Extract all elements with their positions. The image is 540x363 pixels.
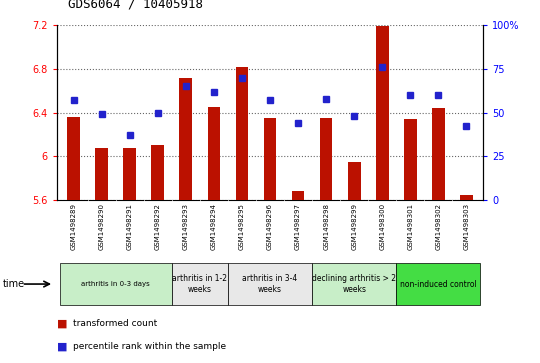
Text: non-induced control: non-induced control — [400, 280, 477, 289]
Text: percentile rank within the sample: percentile rank within the sample — [73, 342, 226, 351]
Bar — [264, 118, 276, 200]
Text: GSM1498291: GSM1498291 — [127, 203, 133, 250]
Text: ■: ■ — [57, 342, 67, 352]
Text: ■: ■ — [57, 319, 67, 329]
Bar — [67, 117, 80, 200]
Text: GSM1498294: GSM1498294 — [211, 203, 217, 250]
Bar — [432, 108, 445, 200]
Bar — [404, 119, 417, 200]
Text: GSM1498293: GSM1498293 — [183, 203, 189, 250]
Text: arthritis in 1-2
weeks: arthritis in 1-2 weeks — [172, 274, 227, 294]
Bar — [207, 107, 220, 200]
Text: GSM1498302: GSM1498302 — [435, 203, 441, 250]
Text: GSM1498301: GSM1498301 — [407, 203, 413, 250]
Text: GSM1498296: GSM1498296 — [267, 203, 273, 250]
Text: time: time — [3, 279, 25, 289]
Bar — [95, 148, 108, 200]
Text: GDS6064 / 10405918: GDS6064 / 10405918 — [68, 0, 202, 11]
Text: GSM1498300: GSM1498300 — [379, 203, 385, 250]
Text: GSM1498290: GSM1498290 — [99, 203, 105, 250]
Text: GSM1498299: GSM1498299 — [351, 203, 357, 250]
Bar — [312, 263, 396, 305]
Text: GSM1498297: GSM1498297 — [295, 203, 301, 250]
Bar — [348, 162, 361, 200]
Text: GSM1498295: GSM1498295 — [239, 203, 245, 250]
Bar — [123, 148, 136, 200]
Bar — [228, 263, 312, 305]
Bar — [59, 263, 172, 305]
Text: arthritis in 3-4
weeks: arthritis in 3-4 weeks — [242, 274, 298, 294]
Bar — [179, 78, 192, 200]
Bar — [396, 263, 481, 305]
Bar — [460, 195, 473, 200]
Bar — [235, 67, 248, 200]
Text: GSM1498289: GSM1498289 — [71, 203, 77, 250]
Bar — [151, 145, 164, 200]
Text: arthritis in 0-3 days: arthritis in 0-3 days — [81, 281, 150, 287]
Bar — [376, 26, 389, 200]
Bar — [292, 191, 305, 200]
Bar — [320, 118, 333, 200]
Text: transformed count: transformed count — [73, 319, 157, 328]
Text: GSM1498298: GSM1498298 — [323, 203, 329, 250]
Text: GSM1498292: GSM1498292 — [155, 203, 161, 250]
Bar — [172, 263, 228, 305]
Text: GSM1498303: GSM1498303 — [463, 203, 469, 250]
Text: declining arthritis > 2
weeks: declining arthritis > 2 weeks — [312, 274, 396, 294]
